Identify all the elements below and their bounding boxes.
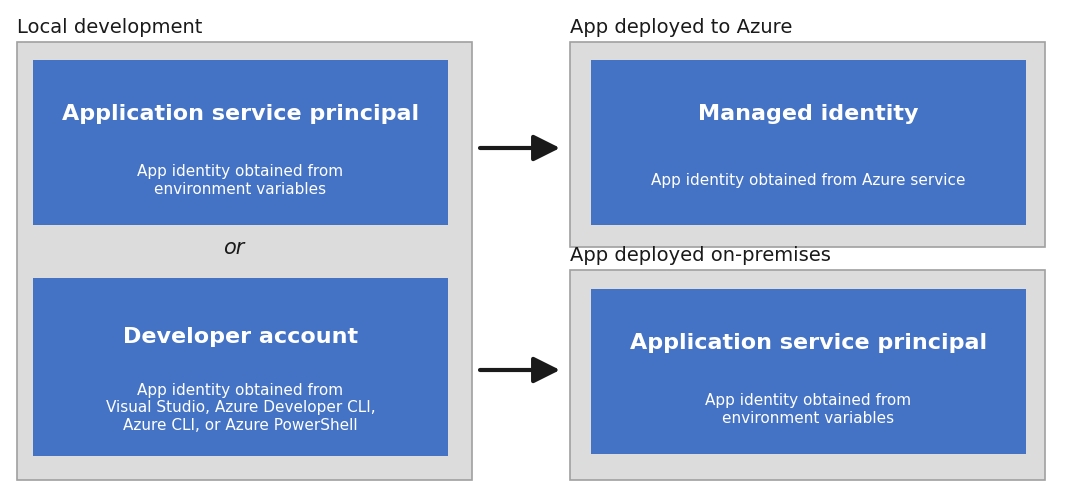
Text: App identity obtained from Azure service: App identity obtained from Azure service: [652, 173, 966, 188]
Text: App identity obtained from
environment variables: App identity obtained from environment v…: [137, 164, 344, 197]
Text: Application service principal: Application service principal: [62, 104, 419, 124]
FancyBboxPatch shape: [33, 60, 448, 225]
Text: Application service principal: Application service principal: [629, 333, 987, 353]
FancyBboxPatch shape: [591, 60, 1026, 225]
Text: App deployed to Azure: App deployed to Azure: [570, 18, 792, 37]
Text: Local development: Local development: [17, 18, 202, 37]
Text: App deployed on-premises: App deployed on-premises: [570, 246, 831, 265]
Text: Managed identity: Managed identity: [699, 104, 919, 124]
Text: App identity obtained from
environment variables: App identity obtained from environment v…: [705, 393, 912, 426]
FancyBboxPatch shape: [570, 42, 1045, 247]
Text: or: or: [224, 238, 245, 258]
Text: Developer account: Developer account: [122, 327, 358, 347]
FancyBboxPatch shape: [33, 278, 448, 456]
FancyBboxPatch shape: [591, 289, 1026, 454]
Text: App identity obtained from
Visual Studio, Azure Developer CLI,
Azure CLI, or Azu: App identity obtained from Visual Studio…: [105, 383, 375, 433]
FancyBboxPatch shape: [17, 42, 472, 480]
FancyBboxPatch shape: [570, 270, 1045, 480]
